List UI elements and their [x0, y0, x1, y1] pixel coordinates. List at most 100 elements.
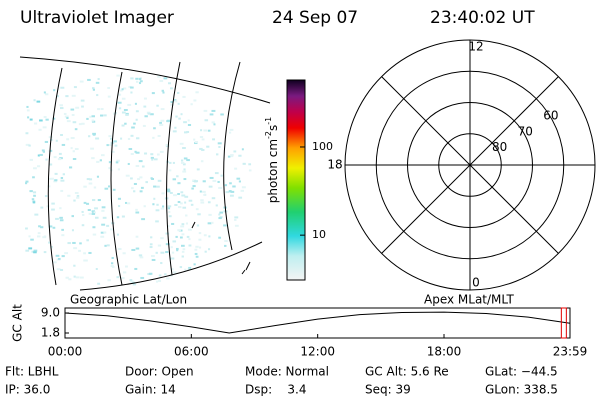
pixel	[33, 167, 37, 170]
pixel	[53, 261, 57, 264]
pixel	[139, 256, 144, 259]
pixel	[158, 279, 162, 282]
pixel	[143, 205, 146, 208]
pixel	[203, 109, 208, 112]
pixel	[60, 179, 65, 182]
pixel	[135, 164, 140, 167]
pixel	[168, 215, 172, 218]
title: Ultraviolet Imager	[20, 8, 174, 28]
pixel	[71, 215, 74, 218]
pixel	[128, 85, 132, 88]
pixel	[160, 237, 164, 240]
footer-field: Seq: 39	[365, 383, 411, 397]
footer-field: Flt: LBHL	[5, 365, 59, 379]
pixel	[42, 126, 47, 129]
pixel	[195, 91, 199, 94]
pixel	[91, 120, 96, 123]
pixel	[200, 160, 204, 163]
pixel	[72, 158, 77, 161]
pixel	[207, 129, 211, 132]
pixel	[32, 201, 36, 204]
pixel	[208, 213, 212, 216]
pixel	[176, 91, 180, 94]
mlt-label: 18	[327, 158, 342, 172]
pixel	[117, 93, 122, 96]
pixel	[59, 216, 63, 219]
pixel	[203, 193, 206, 196]
pixel	[34, 213, 39, 216]
pixel	[188, 238, 191, 241]
pixel	[103, 231, 107, 234]
pixel	[195, 245, 199, 248]
pixel	[139, 80, 143, 83]
pixel	[57, 158, 62, 161]
pixel	[208, 185, 213, 188]
pixel	[220, 174, 223, 177]
pixel	[120, 137, 123, 140]
footer-field: GLat: −44.5	[485, 365, 558, 379]
pixel	[40, 206, 44, 209]
pixel	[25, 180, 29, 183]
pixel	[143, 105, 147, 108]
pixel	[53, 180, 58, 183]
pixel	[198, 232, 202, 235]
pixel	[218, 236, 222, 239]
pixel	[159, 123, 164, 126]
pixel	[30, 238, 34, 241]
pixel	[62, 173, 65, 176]
pixel	[138, 78, 142, 81]
pixel	[167, 190, 171, 193]
polar-ring	[375, 70, 565, 260]
pixel	[172, 161, 175, 164]
pixel	[60, 176, 64, 179]
pixel	[212, 138, 216, 141]
pixel	[211, 121, 215, 124]
pixel	[92, 132, 96, 135]
pixel	[184, 201, 187, 204]
pixel	[241, 148, 244, 151]
footer-field: GC Alt: 5.6 Re	[365, 365, 449, 379]
pixel	[172, 178, 177, 181]
pixel	[159, 121, 162, 124]
pixel	[28, 247, 33, 250]
pixel	[151, 258, 156, 261]
pixel	[182, 206, 187, 209]
pixel	[181, 255, 184, 258]
pixel	[186, 235, 190, 238]
pixel	[42, 150, 46, 153]
pixel	[25, 227, 28, 230]
pixel	[170, 103, 175, 106]
pixel	[81, 224, 85, 227]
pixel	[73, 247, 78, 250]
pixel	[72, 150, 75, 153]
pixel	[160, 251, 165, 254]
pixel	[202, 190, 206, 193]
pixel	[132, 283, 137, 286]
pixel	[121, 97, 126, 100]
pixel	[60, 86, 65, 89]
pixel	[72, 241, 76, 244]
polar-spoke	[381, 76, 559, 254]
polar-ring-label: 70	[518, 124, 533, 138]
pixel	[111, 256, 114, 259]
pixel	[118, 107, 122, 110]
pixel	[183, 121, 187, 124]
pixel	[157, 244, 162, 247]
pixel	[25, 132, 29, 135]
pixel	[234, 167, 238, 170]
pixel	[43, 251, 47, 254]
pixel	[48, 241, 51, 244]
pixel	[150, 153, 154, 156]
pixel	[56, 268, 61, 271]
pixel	[117, 168, 121, 171]
pixel	[165, 243, 170, 246]
pixel	[37, 165, 41, 168]
pixel	[199, 147, 203, 150]
pixel	[181, 244, 185, 247]
pixel	[152, 203, 155, 206]
pixel	[75, 276, 80, 279]
pixel	[117, 197, 121, 200]
pixel	[160, 119, 165, 122]
pixel	[38, 128, 42, 131]
pixel	[47, 185, 51, 188]
